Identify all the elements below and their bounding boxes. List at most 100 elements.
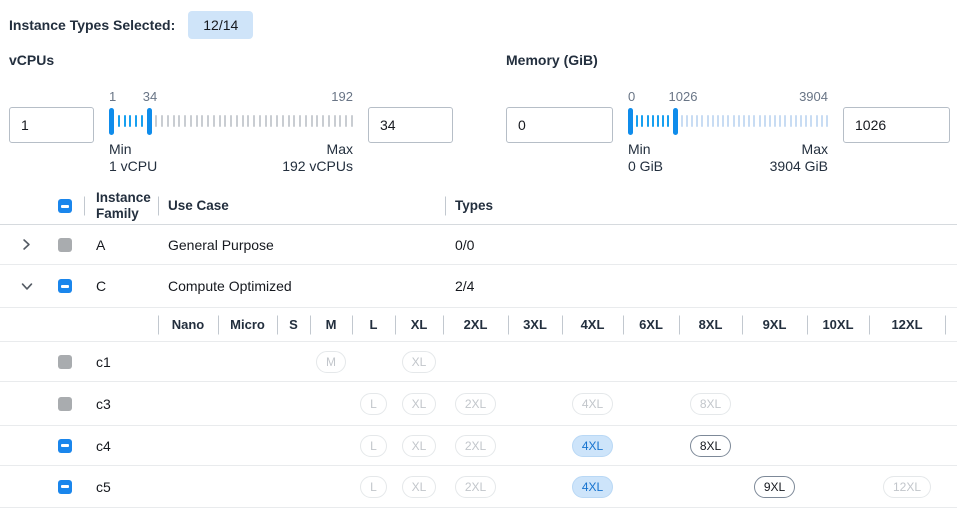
slider-tick-inactive bbox=[172, 115, 175, 127]
vcpu-min-caption: Min bbox=[109, 141, 132, 157]
slider-tick-inactive bbox=[680, 115, 683, 127]
family-name: A bbox=[96, 236, 106, 253]
row-checkbox-indeterminate[interactable] bbox=[58, 479, 72, 494]
selection-count-badge: 12/14 bbox=[188, 11, 254, 39]
size-column-nano: Nano bbox=[158, 308, 218, 341]
column-header-use-case: Use Case bbox=[158, 198, 445, 214]
slider-tick-inactive bbox=[327, 115, 330, 127]
select-all-checkbox[interactable] bbox=[58, 199, 72, 213]
size-pill-4xl-selected[interactable]: 4XL bbox=[571, 434, 614, 457]
slider-tick-inactive bbox=[224, 115, 227, 127]
row-checkbox-indeterminate[interactable] bbox=[58, 279, 72, 293]
size-pill-8xl[interactable]: 8XL bbox=[689, 434, 732, 457]
size-column-4xl: 4XL bbox=[562, 308, 623, 341]
size-pill-9xl[interactable]: 9XL bbox=[753, 475, 796, 498]
slider-tick-inactive bbox=[691, 115, 694, 127]
slider-tick-active bbox=[667, 115, 670, 127]
row-checkbox-indeterminate[interactable] bbox=[58, 438, 72, 453]
vcpu-filter-title: vCPUs bbox=[9, 52, 55, 68]
slider-tick-inactive bbox=[253, 115, 255, 127]
slider-tick-inactive bbox=[779, 115, 782, 127]
slider-handle-min[interactable] bbox=[628, 107, 633, 135]
vcpu-max-input[interactable] bbox=[368, 107, 453, 143]
slider-tick-inactive bbox=[685, 115, 688, 127]
collapse-chevron-down-icon[interactable] bbox=[20, 280, 34, 293]
family-use-case: Compute Optimized bbox=[168, 278, 292, 294]
slider-tick-active bbox=[135, 115, 137, 127]
slider-tick-inactive bbox=[310, 115, 313, 127]
slider-tick-inactive bbox=[201, 115, 204, 127]
size-column-xl: XL bbox=[395, 308, 443, 341]
slider-tick-inactive bbox=[322, 115, 324, 127]
filters-section: vCPUs 1 34 192 Min 1 vCPU Max 192 bbox=[0, 52, 957, 175]
table-row-family-a: A General Purpose 0/0 bbox=[0, 225, 957, 265]
size-pill-l: L bbox=[360, 434, 387, 457]
slider-tick-inactive bbox=[184, 115, 186, 127]
size-pill-xl: XL bbox=[401, 434, 437, 457]
size-pill-xl: XL bbox=[401, 475, 437, 498]
memory-min-detail: 0 GiB bbox=[628, 158, 664, 174]
slider-tick-inactive bbox=[276, 115, 278, 127]
selection-summary: Instance Types Selected: 12/14 bbox=[0, 0, 957, 40]
table-row-family-c: C Compute Optimized 2/4 bbox=[0, 265, 957, 308]
row-checkbox-disabled bbox=[58, 354, 72, 369]
slider-tick-inactive bbox=[732, 115, 735, 127]
vcpu-min-input[interactable] bbox=[9, 107, 94, 143]
slider-tick-active bbox=[636, 115, 639, 127]
slider-tick-inactive bbox=[789, 115, 792, 127]
slider-tick-active bbox=[117, 115, 120, 127]
table-row-c5: c5 L XL 2XL 4XL 9XL 12XL bbox=[0, 466, 957, 508]
size-column-6xl: 6XL bbox=[623, 308, 679, 341]
slider-tick-active bbox=[656, 115, 659, 127]
slider-tick-inactive bbox=[304, 115, 307, 127]
slider-tick-inactive bbox=[815, 115, 818, 127]
slider-tick-inactive bbox=[316, 115, 319, 127]
vcpu-slider-track[interactable] bbox=[109, 107, 353, 135]
slider-tick-active bbox=[651, 115, 654, 127]
slider-tick-inactive bbox=[737, 115, 740, 127]
slider-tick-active bbox=[641, 115, 644, 127]
slider-tick-inactive bbox=[270, 115, 273, 127]
slider-tick-inactive bbox=[742, 115, 745, 127]
column-header-instance-family: Instance Family bbox=[84, 190, 158, 222]
size-pill-4xl-selected[interactable]: 4XL bbox=[571, 475, 614, 498]
slider-handle-max[interactable] bbox=[672, 107, 678, 135]
row-checkbox-disabled bbox=[58, 396, 72, 411]
slider-tick-inactive bbox=[800, 115, 802, 127]
table-row-c3: c3 L XL 2XL 4XL 8XL bbox=[0, 382, 957, 426]
table-row-c1: c1 M XL bbox=[0, 342, 957, 382]
size-pill-12xl: 12XL bbox=[882, 475, 932, 498]
slider-tick-inactive bbox=[155, 115, 158, 127]
memory-slider-track[interactable] bbox=[628, 107, 828, 135]
vcpu-scale-low: 1 bbox=[109, 89, 117, 104]
vcpu-slider-scale: 1 34 192 bbox=[109, 89, 353, 105]
memory-scale-mid: 1026 bbox=[668, 89, 698, 104]
memory-min-input[interactable] bbox=[506, 107, 613, 143]
expand-chevron-right-icon[interactable] bbox=[20, 238, 33, 251]
size-pill-4xl: 4XL bbox=[571, 392, 614, 415]
slider-tick-inactive bbox=[195, 115, 198, 127]
slider-handle-min[interactable] bbox=[109, 107, 114, 135]
size-pill-l: L bbox=[360, 475, 387, 498]
slider-handle-max[interactable] bbox=[146, 107, 152, 135]
vcpu-scale-mid: 34 bbox=[142, 89, 158, 104]
instance-type-name: c4 bbox=[96, 437, 111, 454]
slider-tick-inactive bbox=[722, 115, 725, 127]
memory-slider: 0 1026 3904 Min 0 GiB Max 3904 GiB bbox=[628, 89, 828, 175]
slider-tick-inactive bbox=[230, 115, 232, 127]
size-column-10xl: 10XL bbox=[807, 308, 869, 341]
memory-max-input[interactable] bbox=[843, 107, 950, 143]
slider-tick-active bbox=[646, 115, 649, 127]
size-column-8xl: 8XL bbox=[679, 308, 742, 341]
slider-tick-inactive bbox=[763, 115, 766, 127]
slider-tick-inactive bbox=[820, 115, 823, 127]
vcpu-max-detail: 192 vCPUs bbox=[282, 158, 353, 174]
vcpu-slider: 1 34 192 Min 1 vCPU Max 192 vCPUs bbox=[109, 89, 353, 175]
size-column-3xl: 3XL bbox=[508, 308, 562, 341]
slider-tick-inactive bbox=[247, 115, 250, 127]
slider-tick-inactive bbox=[727, 115, 730, 127]
slider-tick-inactive bbox=[825, 115, 828, 127]
slider-tick-inactive bbox=[805, 115, 808, 127]
slider-tick-inactive bbox=[717, 115, 719, 127]
slider-tick-inactive bbox=[711, 115, 714, 127]
